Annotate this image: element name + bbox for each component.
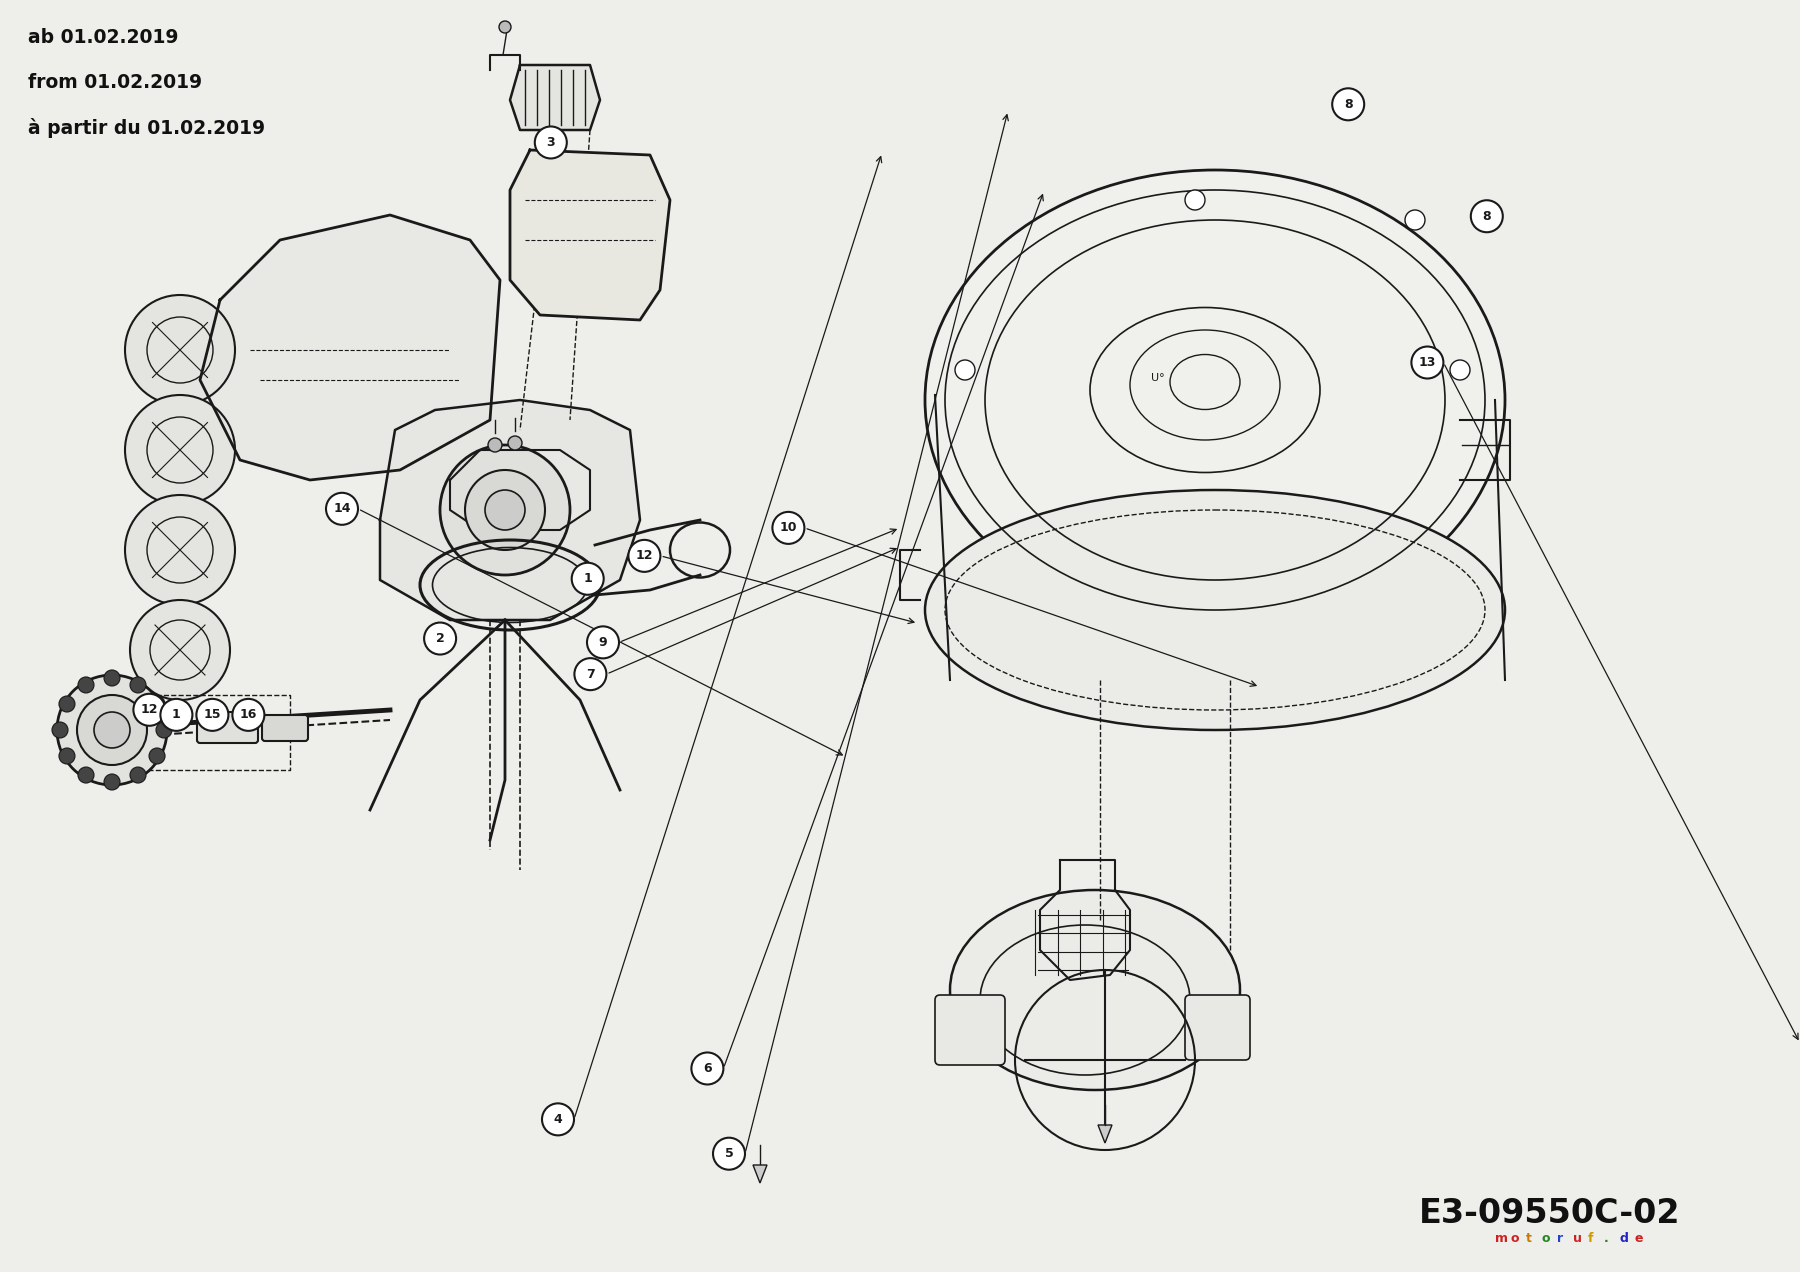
Polygon shape [200,215,500,480]
Text: from 01.02.2019: from 01.02.2019 [29,73,202,92]
Text: E3-09550C-02: E3-09550C-02 [1418,1197,1679,1230]
Circle shape [535,126,567,159]
Text: ab 01.02.2019: ab 01.02.2019 [29,28,178,47]
Text: 12: 12 [635,550,653,562]
Text: à partir du 01.02.2019: à partir du 01.02.2019 [29,118,265,137]
FancyBboxPatch shape [934,995,1004,1065]
Circle shape [1471,200,1503,233]
Ellipse shape [925,170,1505,630]
Circle shape [587,626,619,659]
Text: e: e [1634,1233,1643,1245]
Circle shape [130,767,146,784]
Circle shape [104,773,121,790]
Circle shape [425,622,455,655]
Circle shape [1184,190,1204,210]
Circle shape [133,693,166,726]
Circle shape [77,695,148,764]
Circle shape [94,712,130,748]
Circle shape [130,677,146,693]
Text: d: d [1618,1233,1627,1245]
FancyBboxPatch shape [263,715,308,742]
Circle shape [52,722,68,738]
Circle shape [572,562,603,595]
Text: 5: 5 [725,1147,733,1160]
Circle shape [772,511,805,544]
Circle shape [58,675,167,785]
Circle shape [691,1052,724,1085]
Circle shape [149,748,166,764]
Circle shape [464,469,545,550]
FancyBboxPatch shape [1184,995,1249,1060]
Circle shape [157,722,173,738]
Text: r: r [1557,1233,1562,1245]
Text: 3: 3 [547,136,554,149]
Circle shape [77,767,94,784]
Circle shape [59,696,76,712]
Circle shape [59,748,76,764]
Polygon shape [1098,1124,1112,1144]
Text: m: m [1496,1233,1508,1245]
Circle shape [628,539,661,572]
Circle shape [124,495,236,605]
Text: u: u [1573,1233,1582,1245]
Text: o: o [1541,1233,1550,1245]
Text: 12: 12 [140,703,158,716]
Text: 1: 1 [583,572,592,585]
Circle shape [326,492,358,525]
Text: 4: 4 [554,1113,562,1126]
Circle shape [77,677,94,693]
Text: 6: 6 [704,1062,711,1075]
Ellipse shape [950,890,1240,1090]
Text: 7: 7 [587,668,594,681]
Circle shape [1406,210,1426,230]
Circle shape [232,698,265,731]
Circle shape [124,295,236,404]
Text: 13: 13 [1418,356,1436,369]
Circle shape [542,1103,574,1136]
Circle shape [1451,360,1471,380]
Circle shape [160,698,193,731]
Circle shape [104,670,121,686]
Circle shape [149,696,166,712]
Polygon shape [752,1165,767,1183]
Circle shape [1411,346,1444,379]
Circle shape [508,436,522,450]
Text: 16: 16 [239,709,257,721]
Text: 1: 1 [173,709,180,721]
Circle shape [130,600,230,700]
Polygon shape [380,399,641,619]
Text: 14: 14 [333,502,351,515]
Circle shape [488,438,502,452]
Text: .: . [1604,1233,1607,1245]
Circle shape [484,490,526,530]
Circle shape [956,360,976,380]
Polygon shape [509,150,670,321]
Text: 2: 2 [436,632,445,645]
Text: U°: U° [1152,373,1165,383]
Ellipse shape [925,490,1505,730]
Circle shape [499,22,511,33]
Text: 8: 8 [1345,98,1352,111]
Text: 10: 10 [779,522,797,534]
Text: o: o [1510,1233,1519,1245]
Polygon shape [450,450,590,530]
Text: 8: 8 [1483,210,1490,223]
Text: 9: 9 [599,636,607,649]
Text: f: f [1588,1233,1593,1245]
Text: 15: 15 [203,709,221,721]
Circle shape [439,445,571,575]
Circle shape [574,658,607,691]
Circle shape [713,1137,745,1170]
Polygon shape [509,65,599,130]
Circle shape [1332,88,1364,121]
Circle shape [196,698,229,731]
Circle shape [124,396,236,505]
FancyBboxPatch shape [196,712,257,743]
Text: t: t [1526,1233,1532,1245]
